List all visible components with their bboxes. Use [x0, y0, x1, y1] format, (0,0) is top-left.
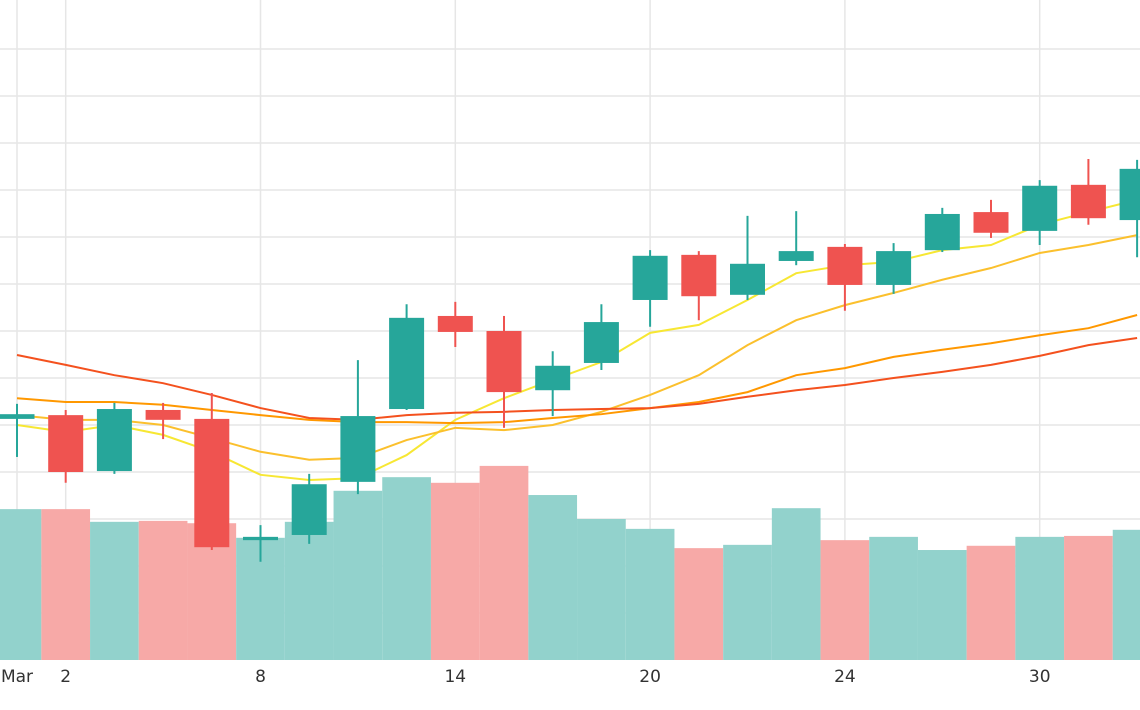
- volume-bar: [479, 465, 529, 660]
- volume-bar: [0, 509, 42, 660]
- volume-bar: [1112, 529, 1140, 660]
- volume-bar: [90, 521, 139, 660]
- candle-body: [340, 416, 376, 482]
- candle-body: [389, 317, 425, 410]
- volume-bar: [1015, 536, 1065, 660]
- volume-bar: [138, 520, 188, 660]
- candle-body: [730, 263, 765, 295]
- volume-bar: [820, 540, 870, 660]
- x-tick-label: 24: [834, 667, 856, 687]
- candle-body: [486, 331, 522, 393]
- volume-bar: [625, 528, 675, 660]
- candle-body: [0, 414, 35, 419]
- volume-bar: [382, 477, 431, 660]
- moving-average: [16, 337, 1138, 421]
- volume-bar: [41, 509, 91, 660]
- volume-bar: [674, 548, 724, 660]
- x-tick-label: Mar: [1, 667, 33, 687]
- volume-bar: [1064, 535, 1113, 660]
- candle-body: [145, 409, 181, 420]
- x-tick-label: 8: [255, 667, 266, 687]
- candle-body: [778, 251, 814, 261]
- candle-body: [973, 212, 1009, 233]
- volume-bar: [917, 550, 967, 660]
- candle-body: [1022, 185, 1058, 231]
- candle-body: [291, 484, 327, 535]
- moving-average: [16, 234, 1138, 461]
- candle-body: [827, 246, 863, 285]
- candle-body: [535, 365, 571, 391]
- volume-bar: [528, 495, 578, 660]
- candle-body: [1070, 184, 1106, 219]
- candle-body: [632, 255, 668, 300]
- candle-body: [48, 415, 84, 472]
- volume-bar: [333, 490, 383, 660]
- candle-body: [437, 315, 473, 332]
- candle-body: [681, 254, 717, 297]
- volume-bar: [284, 521, 334, 660]
- candle-body: [583, 322, 619, 363]
- volume-bar: [771, 508, 821, 660]
- volume-bar: [577, 519, 626, 660]
- x-tick-label: 30: [1029, 667, 1051, 687]
- volume-bar: [430, 482, 480, 660]
- volume-bar: [966, 545, 1016, 660]
- moving-average: [16, 314, 1138, 425]
- candle-body: [96, 409, 132, 472]
- candle-body: [194, 418, 230, 548]
- x-tick-label: 2: [60, 667, 71, 687]
- candle-body: [1119, 168, 1140, 221]
- volume-bar: [723, 544, 772, 660]
- candle-body: [876, 251, 912, 285]
- x-tick-label: 14: [444, 667, 466, 687]
- candle-body: [924, 213, 960, 251]
- moving-average: [16, 198, 1138, 481]
- candle-body: [243, 536, 278, 541]
- volume-bar: [869, 536, 918, 660]
- x-tick-label: 20: [639, 667, 661, 687]
